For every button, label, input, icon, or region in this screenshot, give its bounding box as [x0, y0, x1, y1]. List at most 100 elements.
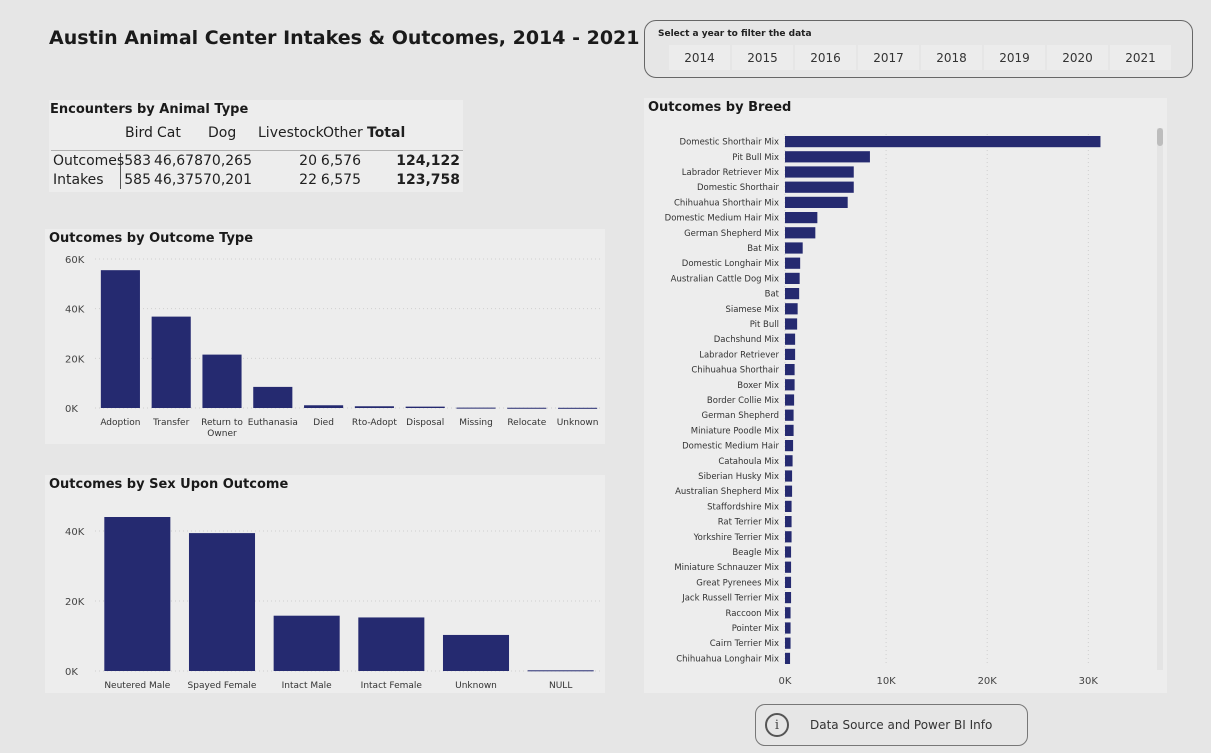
bar-pointer-mix[interactable] — [785, 622, 791, 634]
bar-spayed-female[interactable] — [188, 533, 256, 671]
bar-neutered-male[interactable] — [104, 517, 171, 671]
y-tick-label: Jack Russell Terrier Mix — [681, 594, 779, 604]
bar-miniature-schnauzer-mix[interactable] — [785, 561, 792, 573]
y-tick-label: Chihuahua Shorthair Mix — [674, 198, 779, 208]
x-tick-label: 20K — [978, 676, 998, 687]
bar-domestic-shorthair-mix[interactable] — [785, 136, 1101, 148]
bar-staffordshire-mix[interactable] — [785, 500, 792, 512]
year-button-2016[interactable]: 2016 — [795, 45, 856, 70]
x-tick-label: Disposal — [406, 418, 444, 428]
header-bird: Bird — [125, 125, 153, 141]
y-tick-label: 60K — [65, 255, 85, 266]
bar-relocate[interactable] — [507, 407, 547, 409]
x-tick-label: 10K — [876, 676, 896, 687]
breed-panel[interactable]: Outcomes by Breed 0K 10K 20K 30K Domestic Sh… — [644, 98, 1167, 693]
bar-domestic-longhair-mix[interactable] — [785, 257, 801, 269]
bar-siamese-mix[interactable] — [785, 303, 798, 315]
bar-rto-adopt[interactable] — [354, 406, 394, 408]
data-source-info-button[interactable]: i Data Source and Power BI Info — [755, 704, 1028, 746]
year-button-2017[interactable]: 2017 — [858, 45, 919, 70]
y-tick-label: German Shepherd — [701, 411, 779, 421]
bar-border-collie-mix[interactable] — [785, 394, 795, 406]
encounters-matrix[interactable]: Encounters by Animal Type Bird Cat Dog L… — [49, 100, 463, 192]
bar-cairn-terrier-mix[interactable] — [785, 637, 791, 649]
outcomes-livestock: 20 — [299, 153, 317, 169]
bar-catahoula-mix[interactable] — [785, 455, 793, 467]
y-tick-label: Domestic Shorthair — [697, 183, 780, 193]
x-tick-label: Unknown — [455, 681, 497, 691]
bar-jack-russell-terrier-mix[interactable] — [785, 592, 792, 604]
header-total: Total — [367, 125, 406, 141]
year-button-2021[interactable]: 2021 — [1110, 45, 1171, 70]
year-button-2019[interactable]: 2019 — [984, 45, 1045, 70]
y-tick-label: Domestic Medium Hair Mix — [665, 214, 779, 224]
bar-rat-terrier-mix[interactable] — [785, 516, 792, 528]
y-tick-label: Labrador Retriever Mix — [682, 168, 779, 178]
outcome-type-panel[interactable]: Outcomes by Outcome Type 0K 20K 40K 60K Adop… — [45, 229, 605, 444]
y-tick-label: Domestic Longhair Mix — [682, 259, 779, 269]
year-button-row: 2014 2015 2016 2017 2018 2019 2020 2021 — [669, 45, 1171, 70]
bar-euthanasia[interactable] — [253, 386, 293, 408]
info-button-label: Data Source and Power BI Info — [810, 718, 993, 732]
breed-scrollbar-thumb[interactable] — [1157, 128, 1163, 146]
bar-raccoon-mix[interactable] — [785, 607, 791, 619]
bar-domestic-shorthair[interactable] — [785, 181, 854, 193]
x-tick-label: Spayed Female — [188, 681, 257, 691]
y-tick-label: Border Collie Mix — [707, 396, 779, 406]
bar-intact-female[interactable] — [358, 617, 425, 671]
bar-bat[interactable] — [785, 288, 800, 300]
bar-null[interactable] — [527, 670, 594, 672]
bar-australian-cattle-dog-mix[interactable] — [785, 272, 800, 284]
x-tick-label: 30K — [1079, 676, 1099, 687]
year-button-2018[interactable]: 2018 — [921, 45, 982, 70]
page-title: Austin Animal Center Intakes & Outcomes,… — [49, 27, 640, 49]
year-button-2014[interactable]: 2014 — [669, 45, 730, 70]
bar-pit-bull-mix[interactable] — [785, 151, 870, 163]
bar-adoption[interactable] — [100, 270, 140, 408]
bar-german-shepherd-mix[interactable] — [785, 227, 816, 239]
bar-australian-shepherd-mix[interactable] — [785, 485, 793, 497]
bar-unknown[interactable] — [558, 407, 598, 409]
bar-missing[interactable] — [456, 407, 496, 409]
header-dog: Dog — [208, 125, 237, 141]
bar-siberian-husky-mix[interactable] — [785, 470, 793, 482]
bar-labrador-retriever[interactable] — [785, 348, 796, 360]
bar-transfer[interactable] — [151, 316, 191, 408]
bar-died[interactable] — [304, 405, 344, 408]
bar-pit-bull[interactable] — [785, 318, 798, 330]
bar-yorkshire-terrier-mix[interactable] — [785, 531, 792, 543]
bar-chihuahua-shorthair[interactable] — [785, 364, 795, 376]
breed-scrollbar-track[interactable] — [1157, 128, 1163, 670]
sex-panel[interactable]: Outcomes by Sex Upon Outcome 0K 20K 40K Neu… — [45, 475, 605, 693]
header-cat: Cat — [157, 125, 181, 141]
bar-domestic-medium-hair[interactable] — [785, 440, 794, 452]
y-tick-label: Rat Terrier Mix — [718, 518, 779, 528]
row-label-intakes: Intakes — [53, 172, 104, 188]
bar-chihuahua-longhair-mix[interactable] — [785, 652, 791, 664]
bar-unknown[interactable] — [442, 634, 510, 671]
bar-bat-mix[interactable] — [785, 242, 803, 254]
bar-great-pyrenees-mix[interactable] — [785, 576, 792, 588]
y-tick-label: Australian Shepherd Mix — [675, 487, 779, 497]
bar-boxer-mix[interactable] — [785, 379, 795, 391]
bar-miniature-poodle-mix[interactable] — [785, 424, 794, 436]
year-button-2015[interactable]: 2015 — [732, 45, 793, 70]
slicer-label: Select a year to filter the data — [658, 29, 812, 39]
bar-return-to-owner[interactable] — [202, 354, 242, 408]
bar-beagle-mix[interactable] — [785, 546, 792, 558]
y-tick-label: Catahoula Mix — [718, 457, 779, 467]
bar-disposal[interactable] — [405, 406, 445, 408]
bar-domestic-medium-hair-mix[interactable] — [785, 212, 818, 224]
y-tick-label: Australian Cattle Dog Mix — [671, 274, 779, 284]
outcomes-bird: 583 — [124, 153, 151, 169]
bar-labrador-retriever-mix[interactable] — [785, 166, 854, 178]
bar-german-shepherd[interactable] — [785, 409, 794, 421]
intakes-total: 123,758 — [396, 172, 460, 188]
bar-chihuahua-shorthair-mix[interactable] — [785, 196, 848, 208]
bar-dachshund-mix[interactable] — [785, 333, 796, 345]
y-tick-label: Siberian Husky Mix — [698, 472, 779, 482]
y-tick-label: Boxer Mix — [737, 381, 779, 391]
bar-intact-male[interactable] — [273, 615, 340, 671]
year-button-2020[interactable]: 2020 — [1047, 45, 1108, 70]
x-tick-label: 0K — [779, 676, 792, 687]
